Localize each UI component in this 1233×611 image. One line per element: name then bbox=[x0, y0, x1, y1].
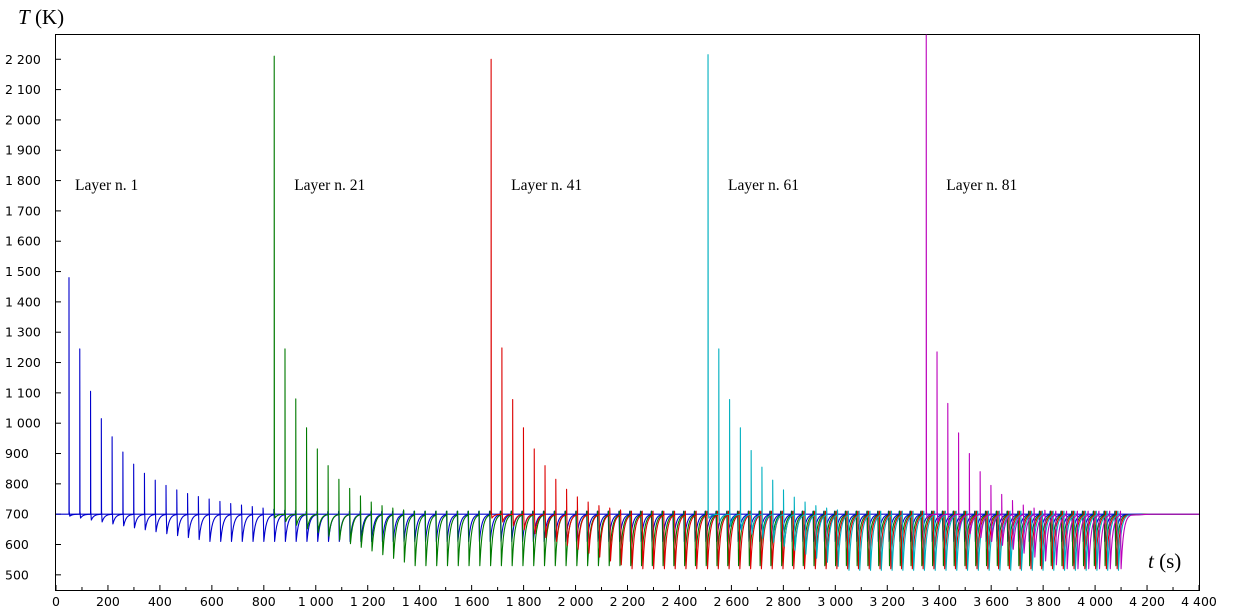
y-tick-label: 1 100 bbox=[5, 385, 41, 400]
x-tick-label: 3 800 bbox=[1025, 594, 1061, 609]
y-tick-label: 1 400 bbox=[5, 294, 41, 309]
axis-ticks: 0 200 400 600 800 1 000 1 200 1 400 1 600 1 800 2 … bbox=[5, 52, 1217, 609]
series-label-1: Layer n. 1 bbox=[75, 177, 138, 194]
x-tick-label: 4 000 bbox=[1077, 594, 1113, 609]
y-tick-label: 1 500 bbox=[5, 264, 41, 279]
x-tick-label: 2 800 bbox=[765, 594, 801, 609]
x-tick-label: 2 000 bbox=[558, 594, 594, 609]
x-tick-label: 200 bbox=[96, 594, 120, 609]
series-5 bbox=[925, 34, 1199, 570]
series-line bbox=[707, 54, 1199, 571]
series-line bbox=[490, 58, 1199, 570]
y-tick-label: 1 300 bbox=[5, 325, 41, 340]
x-tick-label: 1 600 bbox=[454, 594, 490, 609]
y-tick-label: 600 bbox=[5, 537, 29, 552]
y-tick-label: 900 bbox=[5, 446, 29, 461]
y-tick-label: 1 000 bbox=[5, 416, 41, 431]
y-tick-label: 1 800 bbox=[5, 173, 41, 188]
series-4 bbox=[707, 54, 1199, 571]
y-tick-label: 2 100 bbox=[5, 82, 41, 97]
x-tick-label: 2 400 bbox=[662, 594, 698, 609]
x-tick-label: 4 400 bbox=[1181, 594, 1217, 609]
y-tick-label: 1 900 bbox=[5, 143, 41, 158]
x-tick-label: 0 bbox=[52, 594, 60, 609]
x-tick-label: 3 600 bbox=[973, 594, 1009, 609]
x-tick-label: 600 bbox=[200, 594, 224, 609]
y-tick-label: 800 bbox=[5, 476, 29, 491]
x-tick-label: 3 400 bbox=[921, 594, 957, 609]
series-label-5: Layer n. 81 bbox=[946, 177, 1017, 194]
x-tick-label: 1 400 bbox=[402, 594, 438, 609]
series-group bbox=[56, 34, 1199, 571]
y-tick-label: 1 700 bbox=[5, 203, 41, 218]
y-tick-label: 700 bbox=[5, 507, 29, 522]
series-labels: Layer n. 1 Layer n. 21 Layer n. 41 Layer n.… bbox=[75, 177, 1017, 194]
x-tick-label: 400 bbox=[148, 594, 172, 609]
x-tick-label: 2 200 bbox=[610, 594, 646, 609]
x-tick-label: 800 bbox=[252, 594, 276, 609]
series-label-3: Layer n. 41 bbox=[511, 177, 582, 194]
x-tick-label: 2 600 bbox=[714, 594, 750, 609]
y-tick-label: 1 600 bbox=[5, 234, 41, 249]
x-tick-label: 1 000 bbox=[298, 594, 334, 609]
series-3 bbox=[490, 58, 1199, 570]
x-tick-label: 3 000 bbox=[817, 594, 853, 609]
series-line bbox=[925, 34, 1199, 570]
x-tick-label: 1 800 bbox=[506, 594, 542, 609]
series-2 bbox=[273, 55, 1199, 567]
y-axis-label: T (K) bbox=[18, 5, 64, 29]
x-tick-label: 1 200 bbox=[350, 594, 386, 609]
y-tick-label: 1 200 bbox=[5, 355, 41, 370]
x-tick-label: 3 200 bbox=[869, 594, 905, 609]
plot-frame bbox=[55, 34, 1200, 591]
series-label-2: Layer n. 21 bbox=[294, 177, 365, 194]
y-tick-label: 2 200 bbox=[5, 52, 41, 67]
x-axis-label: t (s) bbox=[1148, 549, 1181, 573]
y-tick-label: 500 bbox=[5, 567, 29, 582]
series-line bbox=[273, 55, 1199, 567]
series-line bbox=[68, 277, 1199, 543]
y-tick-label: 2 000 bbox=[5, 112, 41, 127]
series-1 bbox=[68, 277, 1199, 543]
series-label-4: Layer n. 61 bbox=[728, 177, 799, 194]
x-tick-label: 4 200 bbox=[1129, 594, 1165, 609]
